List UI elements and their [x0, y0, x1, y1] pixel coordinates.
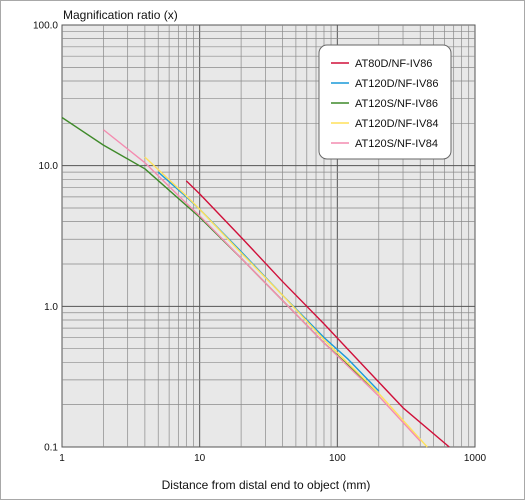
series-line-at120d-nf-iv84	[144, 156, 428, 448]
y-axis-title: Magnification ratio (x)	[63, 8, 178, 22]
series-lines	[61, 116, 450, 448]
legend: AT80D/NF-IV86 AT120D/NF-IV86 AT120S/NF-IV8…	[318, 44, 452, 160]
x-tick-label: 100	[329, 453, 346, 464]
y-tick-label: 10.0	[39, 161, 59, 172]
legend-label: AT120S/NF-IV84	[355, 138, 438, 150]
legend-label: AT120D/NF-IV84	[355, 118, 439, 130]
legend-label: AT120S/NF-IV86	[355, 98, 438, 110]
series-line-at120s-nf-iv84	[103, 129, 421, 442]
x-tick-label: 1000	[464, 453, 487, 464]
y-tick-label: 1.0	[44, 302, 58, 313]
x-tick-label: 1	[59, 453, 65, 464]
y-tick-label: 100.0	[33, 21, 58, 32]
y-tick-label: 0.1	[44, 443, 58, 454]
series-line-at80d-nf-iv86	[185, 180, 450, 448]
x-axis-title: Distance from distal end to object (mm)	[162, 478, 371, 492]
x-tick-label: 10	[194, 453, 206, 464]
legend-label: AT80D/NF-IV86	[355, 58, 432, 70]
legend-label: AT120D/NF-IV86	[355, 78, 439, 90]
legend-box	[318, 44, 452, 160]
tick-labels: 0.1 1.0 10.0 100.0 1 10 100 1000	[33, 21, 487, 465]
